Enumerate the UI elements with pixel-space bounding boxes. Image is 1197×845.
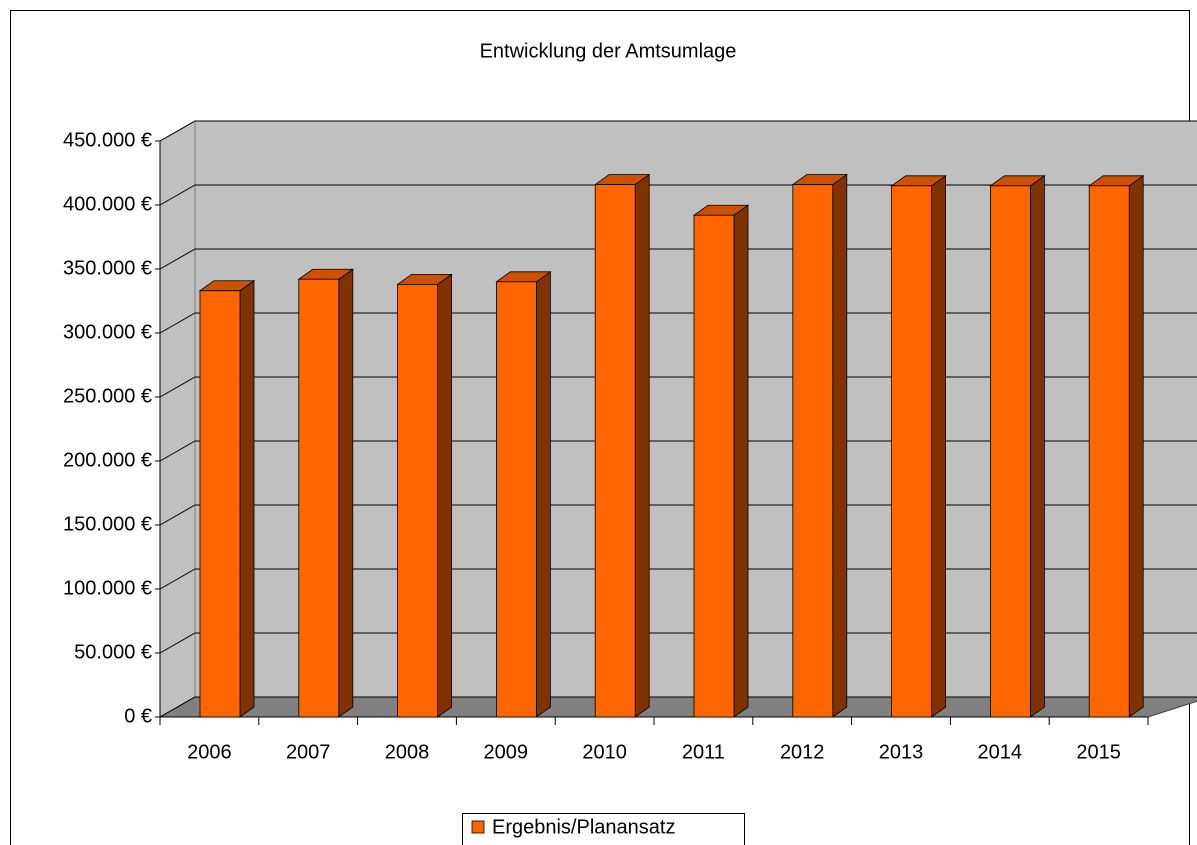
legend: Ergebnis/Planansatz bbox=[462, 813, 745, 845]
legend-swatch bbox=[471, 820, 485, 834]
grid-line bbox=[159, 440, 1197, 462]
grid-line bbox=[159, 504, 1197, 526]
y-tick-label: 100.000 € bbox=[63, 577, 152, 599]
grid-line bbox=[159, 568, 1197, 590]
x-tick-label: 2011 bbox=[682, 741, 725, 763]
bar-side bbox=[1030, 175, 1045, 718]
bar bbox=[594, 184, 636, 718]
grid-line bbox=[159, 312, 1197, 334]
bar-side bbox=[931, 175, 946, 718]
y-tick-label: 150.000 € bbox=[63, 513, 152, 535]
x-tick-label: 2013 bbox=[879, 741, 924, 763]
bar-side bbox=[832, 173, 848, 718]
bar-side bbox=[338, 268, 354, 718]
grid-line bbox=[159, 120, 1197, 142]
bar-side bbox=[437, 273, 453, 718]
grid-line bbox=[159, 696, 1197, 718]
chart-title: Entwicklung der Amtsumlage bbox=[480, 40, 737, 62]
grid-line bbox=[159, 376, 1197, 398]
y-tick-label: 50.000 € bbox=[74, 641, 152, 663]
x-tick-label: 2010 bbox=[582, 741, 627, 763]
y-tick-label: 450.000 € bbox=[63, 129, 152, 151]
bar-side bbox=[733, 204, 749, 718]
x-tick-label: 2007 bbox=[286, 741, 331, 763]
x-tick-label: 2006 bbox=[187, 741, 232, 763]
bar bbox=[693, 214, 735, 718]
bar bbox=[495, 281, 537, 718]
bar-side bbox=[239, 279, 255, 718]
bar bbox=[891, 185, 932, 718]
y-tick-label: 300.000 € bbox=[63, 321, 152, 343]
bar bbox=[397, 283, 439, 718]
legend-box bbox=[462, 813, 745, 845]
bar-side bbox=[1128, 175, 1144, 718]
bar bbox=[298, 278, 340, 718]
y-tick-label: 200.000 € bbox=[63, 449, 152, 471]
grid-line bbox=[159, 248, 1197, 270]
grid-line bbox=[159, 632, 1197, 654]
x-tick-label: 2015 bbox=[1076, 741, 1121, 763]
grid-line bbox=[159, 184, 1197, 206]
x-tick-label: 2009 bbox=[484, 741, 529, 763]
x-tick-label: 2008 bbox=[385, 741, 430, 763]
bar bbox=[990, 185, 1031, 718]
y-tick-label: 350.000 € bbox=[63, 257, 152, 279]
y-tick-label: 0 € bbox=[124, 705, 152, 727]
y-tick-label: 400.000 € bbox=[63, 193, 152, 215]
bar bbox=[1088, 185, 1130, 718]
x-tick-label: 2014 bbox=[978, 741, 1023, 763]
bar bbox=[199, 290, 241, 718]
bar bbox=[792, 184, 834, 718]
x-tick-label: 2012 bbox=[780, 741, 825, 763]
legend-label: Ergebnis/Planansatz bbox=[492, 816, 675, 838]
y-tick-label: 250.000 € bbox=[63, 385, 152, 407]
bar-side bbox=[634, 173, 650, 718]
side-wall bbox=[159, 120, 196, 718]
bar-side bbox=[536, 271, 551, 718]
